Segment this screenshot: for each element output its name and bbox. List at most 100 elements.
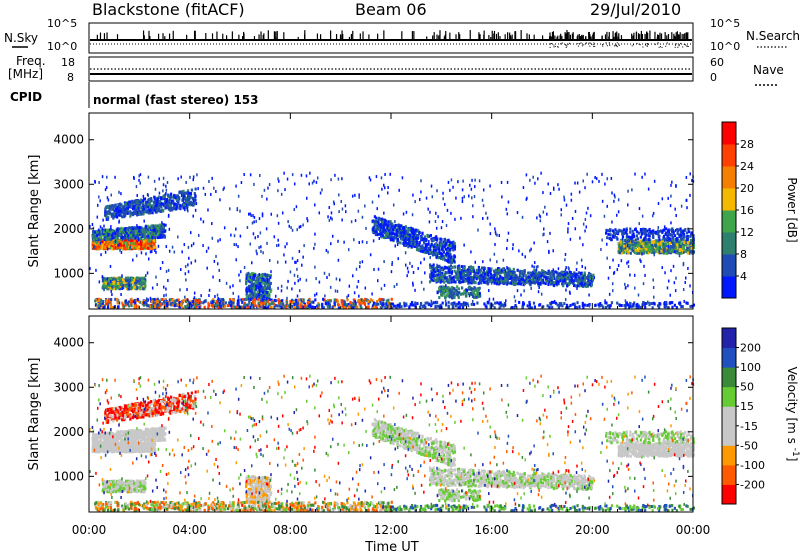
power-cell xyxy=(149,234,152,238)
power-cell xyxy=(150,300,153,304)
power-cell xyxy=(263,279,266,283)
power-cell xyxy=(544,282,547,286)
power-cell xyxy=(150,230,153,234)
freq-label-1: Freq. xyxy=(16,54,46,68)
power-cell xyxy=(267,280,270,284)
power-cell xyxy=(151,206,154,210)
power-cell xyxy=(135,228,138,232)
power-cell xyxy=(582,305,585,309)
nsearch-point xyxy=(646,45,648,47)
power-cell xyxy=(115,287,118,291)
power-cell xyxy=(600,303,603,307)
power-cell xyxy=(160,230,164,234)
power-cell xyxy=(262,306,265,310)
power-cell xyxy=(121,277,125,281)
power-cell xyxy=(146,228,149,232)
power-cell xyxy=(453,247,456,251)
power-cell xyxy=(293,306,296,310)
power-cell xyxy=(566,282,569,286)
power-cell xyxy=(627,303,630,307)
power-cell xyxy=(565,306,568,310)
nsearch-point xyxy=(591,43,593,45)
power-cell xyxy=(178,191,182,195)
power-cell xyxy=(120,233,123,237)
power-cell xyxy=(399,234,402,238)
power-cell xyxy=(293,303,296,307)
power-cell xyxy=(252,287,255,291)
power-cell xyxy=(127,277,131,281)
power-cell xyxy=(216,302,219,306)
power-cell xyxy=(590,277,594,281)
nsearch-point xyxy=(565,46,567,48)
power-cell xyxy=(635,306,638,310)
power-cell xyxy=(642,300,645,304)
power-cell xyxy=(131,199,134,203)
power-cell xyxy=(404,241,407,245)
power-cell xyxy=(376,224,379,228)
power-cell xyxy=(104,240,107,244)
power-cell xyxy=(261,298,264,302)
power-cell xyxy=(177,197,180,201)
power-cell xyxy=(143,245,147,249)
power-cell xyxy=(147,205,150,209)
power-cell xyxy=(99,236,102,240)
power-cell xyxy=(265,287,268,291)
power-cell xyxy=(116,231,119,235)
power-cell xyxy=(452,258,455,262)
power-cell xyxy=(131,238,134,242)
power-cell xyxy=(155,305,158,309)
power-cell xyxy=(575,305,578,309)
power-cell xyxy=(261,301,265,305)
power-cell xyxy=(114,205,117,209)
power-cell xyxy=(407,237,410,241)
power-cell xyxy=(190,195,193,199)
power-cell xyxy=(551,305,554,309)
power-cell xyxy=(269,289,272,293)
power-cell xyxy=(462,301,465,305)
power-cell xyxy=(117,203,120,207)
power-cell xyxy=(141,199,145,203)
power-cell xyxy=(461,270,464,274)
power-cell xyxy=(389,220,392,224)
power-cell xyxy=(387,304,390,308)
power-cell xyxy=(268,274,271,278)
power-cell xyxy=(163,198,166,202)
power-cell xyxy=(441,271,444,275)
power-cell xyxy=(244,303,247,307)
power-cell xyxy=(124,213,127,217)
power-cell xyxy=(277,298,280,302)
power-cell xyxy=(125,276,128,280)
power-cell xyxy=(488,279,491,283)
power-cell xyxy=(130,247,133,251)
power-cell xyxy=(253,297,256,301)
power-cell xyxy=(635,303,638,307)
power-cell xyxy=(353,298,356,302)
power-cell xyxy=(242,306,245,310)
power-cell xyxy=(115,207,118,211)
power-cell xyxy=(496,267,500,271)
nsearch-point xyxy=(550,42,552,44)
power-cell xyxy=(135,227,138,231)
power-cell xyxy=(420,236,423,240)
power-cell xyxy=(155,210,158,214)
power-cell xyxy=(280,301,283,305)
power-cell xyxy=(105,237,108,241)
power-cell xyxy=(326,305,330,309)
power-cell xyxy=(452,275,455,279)
power-cell xyxy=(130,301,133,305)
power-cell xyxy=(142,227,145,231)
power-cell xyxy=(135,213,139,217)
power-cell xyxy=(169,206,172,210)
power-cell xyxy=(246,290,249,294)
nsearch-label: N.Search xyxy=(746,29,800,43)
power-cell xyxy=(220,298,223,302)
power-cell xyxy=(105,228,109,232)
power-cell xyxy=(542,270,545,274)
power-cell xyxy=(187,197,191,201)
power-cell xyxy=(130,236,133,240)
power-cell xyxy=(177,298,180,302)
power-cell xyxy=(519,282,523,286)
power-cell xyxy=(587,278,590,282)
power-cell xyxy=(152,239,156,243)
nsearch-point xyxy=(657,43,659,45)
